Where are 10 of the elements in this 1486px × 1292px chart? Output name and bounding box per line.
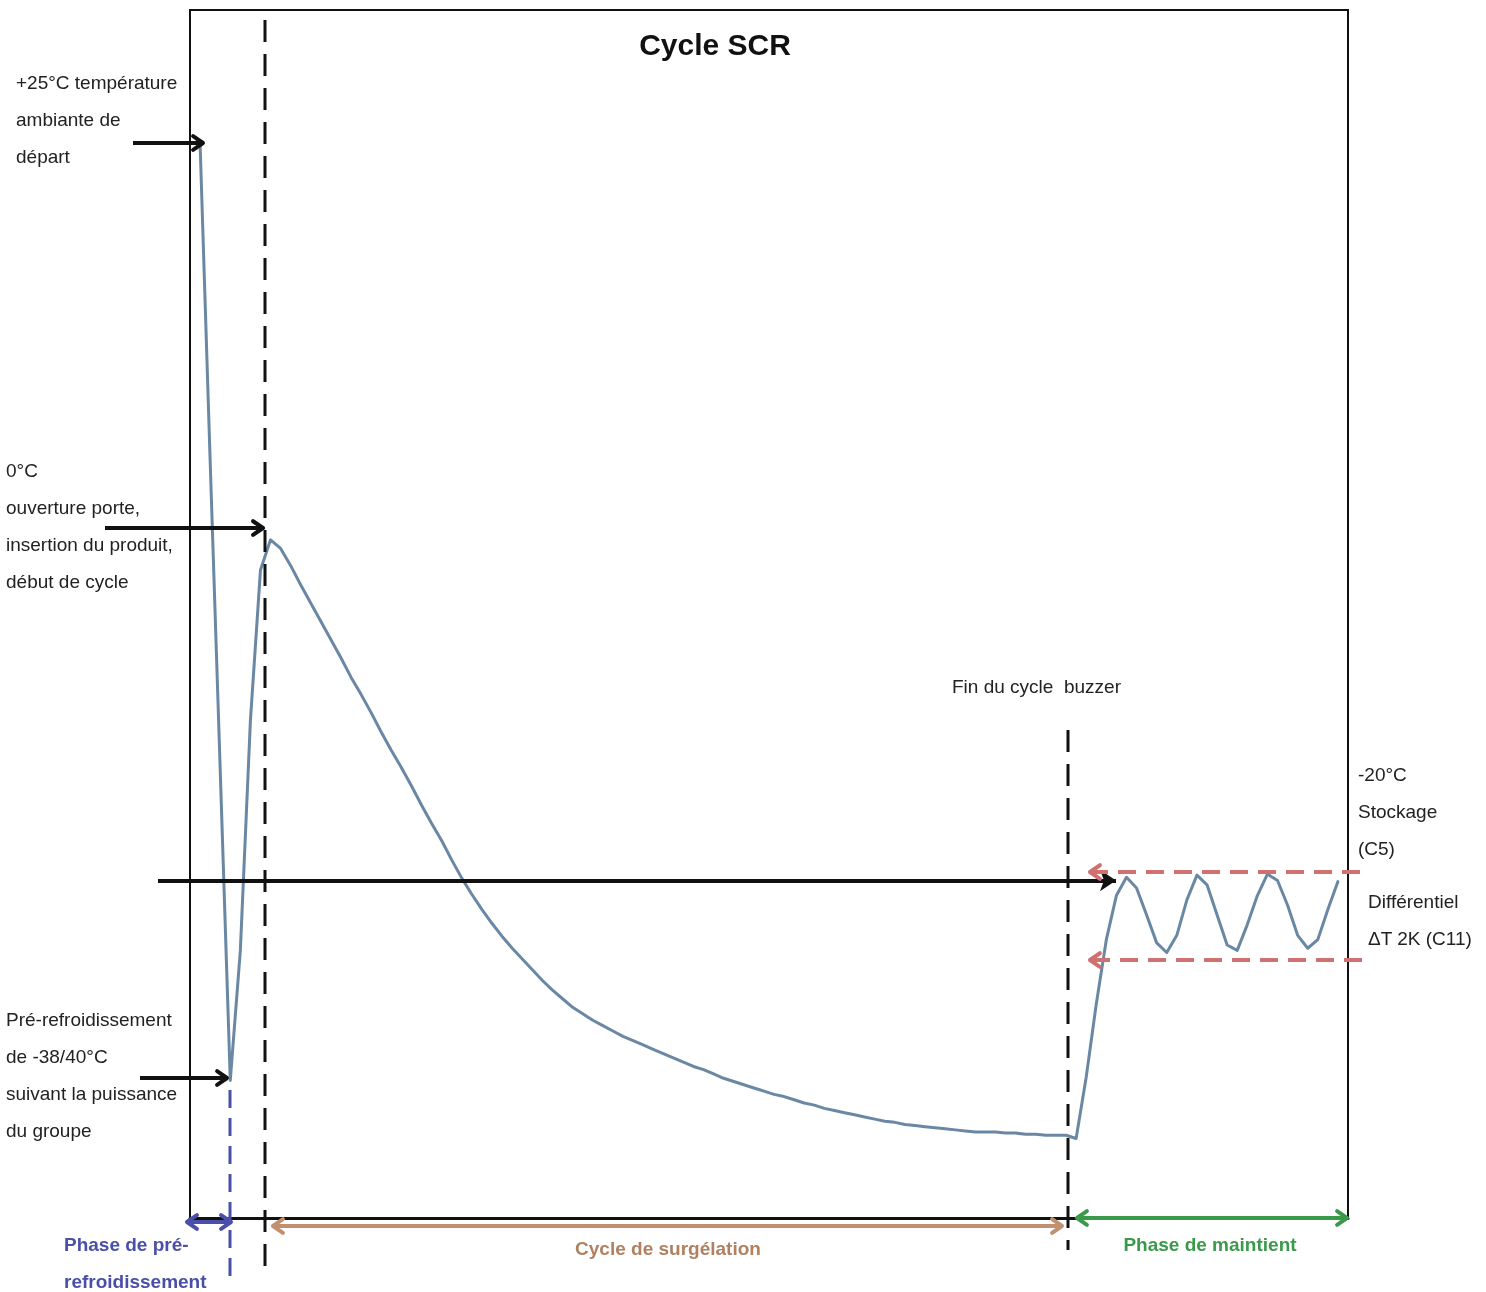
text: Cycle de surgélation bbox=[575, 1237, 761, 1261]
text: -20°C Stockage (C5) bbox=[1358, 763, 1438, 861]
chart-title: Cycle SCR bbox=[639, 27, 792, 61]
text: Pré-refroidissement de -38/40°C suivant la puissance du groupe bbox=[6, 1008, 178, 1143]
text: 0°C ouverture porte, insertion du produit, début de cycle bbox=[6, 459, 173, 594]
text: +25°C température ambiante de départ bbox=[16, 71, 178, 169]
text: Phase de pré- refroidissement bbox=[64, 1233, 207, 1292]
annotation: Fin du cycle buzzer bbox=[952, 675, 1121, 699]
text: Phase de maintient bbox=[1123, 1233, 1297, 1257]
text: Différentiel ΔT 2K (C11) bbox=[1368, 890, 1472, 951]
